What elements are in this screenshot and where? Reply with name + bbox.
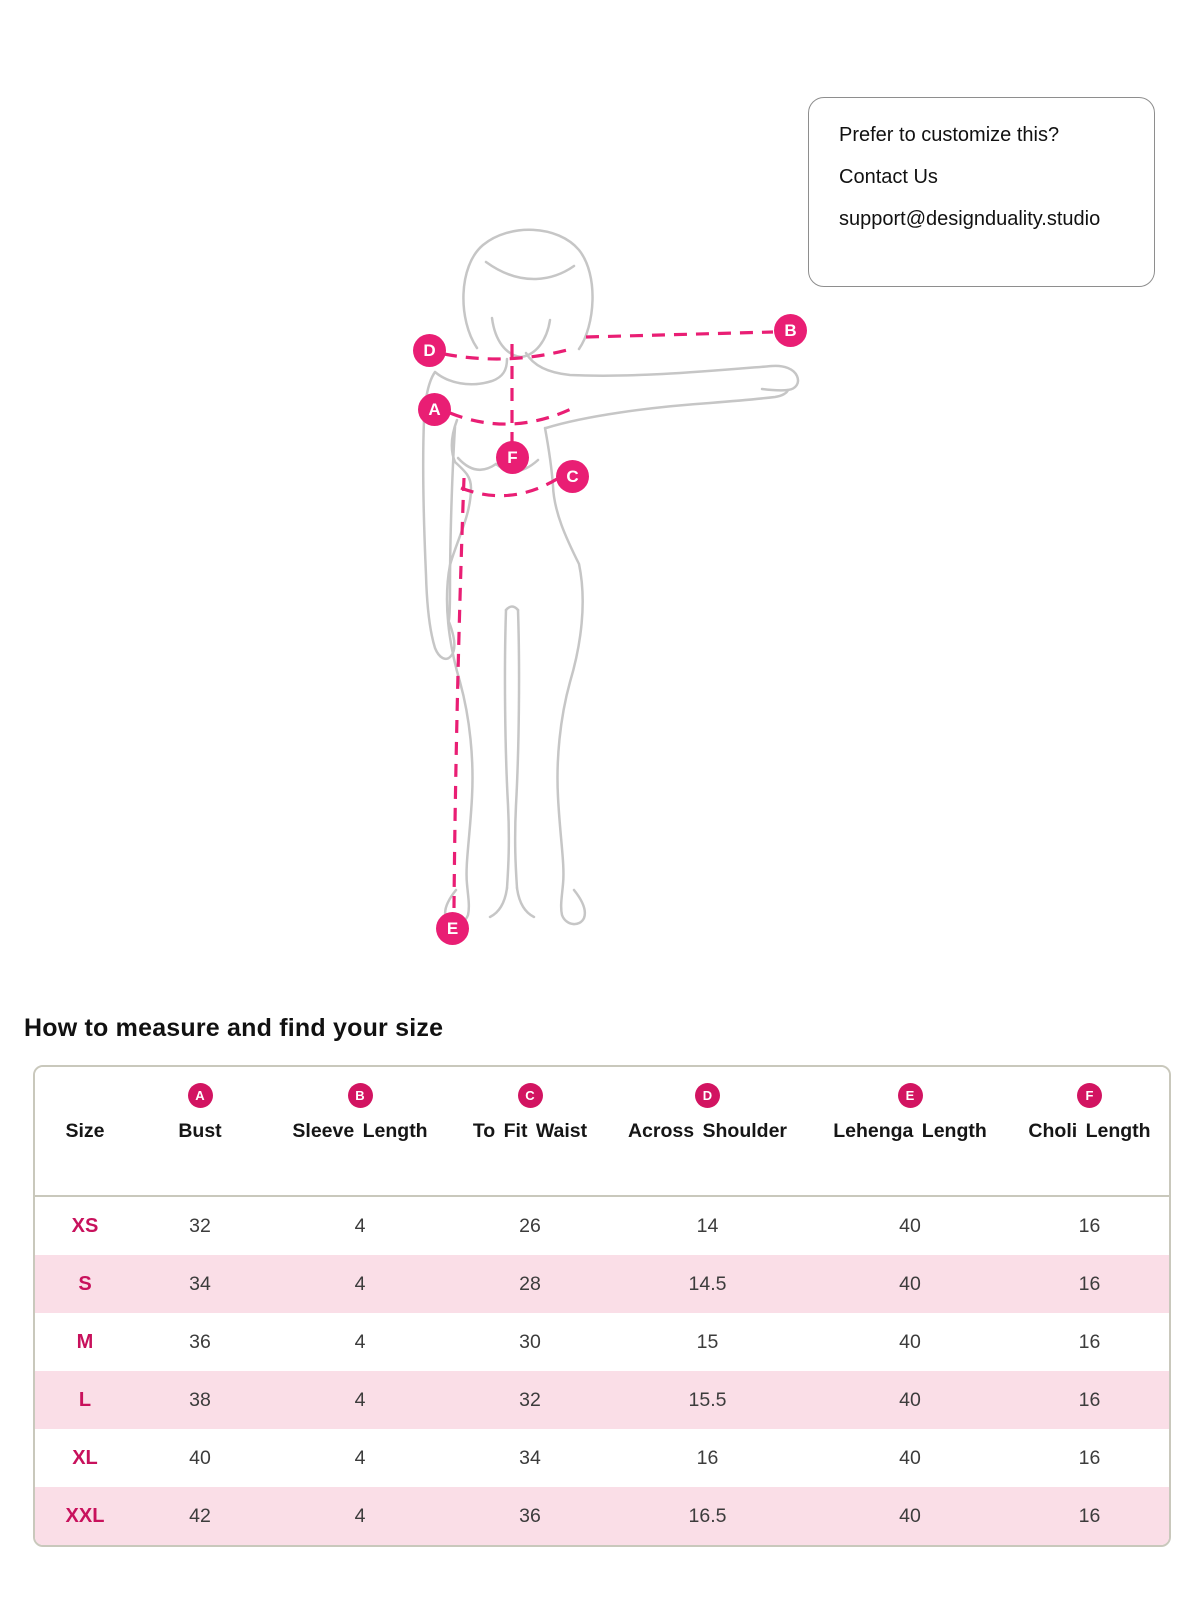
badge-b-icon: B xyxy=(347,1083,373,1108)
column-header-choli-length: F Choli Length xyxy=(1010,1067,1169,1197)
shoulder-value: 15.5 xyxy=(688,1388,727,1411)
column-header-sleeve-length: B Sleeve Length xyxy=(265,1067,455,1197)
shoulder-value: 15 xyxy=(696,1330,719,1353)
marker-bust: A xyxy=(418,393,451,426)
waist-value: 34 xyxy=(519,1446,541,1469)
column-header-lehenga-length: E Lehenga Length xyxy=(810,1067,1010,1197)
waist-value: 28 xyxy=(519,1272,541,1295)
lehenga-value: 40 xyxy=(899,1446,921,1469)
badge-e-icon: E xyxy=(897,1083,923,1108)
lehenga-value: 40 xyxy=(899,1504,921,1527)
size-value: M xyxy=(76,1330,94,1353)
choli-value: 16 xyxy=(1078,1214,1101,1237)
choli-value: 16 xyxy=(1078,1504,1101,1527)
size-value: XXL xyxy=(65,1504,105,1527)
waist-value: 36 xyxy=(519,1504,541,1527)
choli-value: 16 xyxy=(1078,1446,1101,1469)
size-chart-table: Size A Bust B Sleeve Length xyxy=(33,1065,1171,1547)
body-outline-illustration xyxy=(421,228,800,926)
column-header-bust: A Bust xyxy=(135,1067,265,1197)
badge-f-icon: F xyxy=(1077,1083,1102,1108)
table-row-s: S 34 4 28 14.5 40 16 xyxy=(35,1255,1169,1313)
sleeve-value: 4 xyxy=(354,1388,366,1411)
table-row-xl: XL 40 4 34 16 40 16 xyxy=(35,1429,1169,1487)
table-row-xs: XS 32 4 26 14 40 16 xyxy=(35,1196,1169,1255)
bust-value: 42 xyxy=(189,1504,211,1527)
choli-value: 16 xyxy=(1078,1330,1101,1353)
marker-sleeve-length: B xyxy=(774,314,807,347)
sleeve-value: 4 xyxy=(354,1446,366,1469)
choli-value: 16 xyxy=(1078,1272,1101,1295)
size-value: L xyxy=(78,1388,92,1411)
support-email: support@designduality.studio xyxy=(839,208,1101,230)
waist-value: 30 xyxy=(519,1330,541,1353)
marker-across-shoulder: D xyxy=(413,334,446,367)
marker-lehenga-length: E xyxy=(436,912,469,945)
marker-choli-length: F xyxy=(496,441,529,474)
sleeve-value: 4 xyxy=(354,1214,366,1237)
marker-waist: C xyxy=(556,460,589,493)
column-header-to-fit-waist: C To Fit Waist xyxy=(455,1067,605,1197)
callout-question: Prefer to customize this? xyxy=(839,124,1060,146)
size-value: XL xyxy=(72,1446,98,1469)
sleeve-value: 4 xyxy=(354,1504,366,1527)
badge-a-icon: A xyxy=(187,1083,213,1108)
bust-value: 40 xyxy=(189,1446,211,1469)
bust-value: 34 xyxy=(189,1272,211,1295)
callout-contact-label: Contact Us xyxy=(839,166,938,188)
badge-placeholder xyxy=(73,1083,98,1108)
table-row-xxl: XXL 42 4 36 16.5 40 16 xyxy=(35,1487,1169,1545)
customize-callout: Prefer to customize this? Contact Us sup… xyxy=(808,97,1155,287)
shoulder-value: 16 xyxy=(696,1446,719,1469)
shoulder-value: 14 xyxy=(696,1214,719,1237)
shoulder-value: 16.5 xyxy=(688,1504,727,1527)
size-value: XS xyxy=(71,1214,99,1237)
page-title: How to measure and find your size xyxy=(24,1014,444,1042)
bust-value: 36 xyxy=(189,1330,211,1353)
lehenga-value: 40 xyxy=(899,1330,921,1353)
badge-d-icon: D xyxy=(695,1083,720,1108)
measurement-figure: D B A F C E xyxy=(380,220,820,965)
sleeve-value: 4 xyxy=(354,1272,366,1295)
choli-value: 16 xyxy=(1078,1388,1101,1411)
waist-value: 26 xyxy=(519,1214,541,1237)
lehenga-value: 40 xyxy=(899,1214,921,1237)
shoulder-value: 14.5 xyxy=(688,1272,727,1295)
column-header-size: Size xyxy=(35,1067,135,1197)
size-value: S xyxy=(78,1272,92,1295)
bust-value: 38 xyxy=(189,1388,211,1411)
badge-c-icon: C xyxy=(517,1083,543,1108)
table-row-l: L 38 4 32 15.5 40 16 xyxy=(35,1371,1169,1429)
bust-value: 32 xyxy=(189,1214,211,1237)
lehenga-value: 40 xyxy=(899,1272,921,1295)
column-header-across-shoulder: D Across Shoulder xyxy=(605,1067,810,1197)
table-header-row: Size A Bust B Sleeve Length xyxy=(35,1067,1169,1197)
waist-value: 32 xyxy=(519,1388,541,1411)
lehenga-value: 40 xyxy=(899,1388,921,1411)
table-row-m: M 36 4 30 15 40 16 xyxy=(35,1313,1169,1371)
sleeve-value: 4 xyxy=(354,1330,366,1353)
